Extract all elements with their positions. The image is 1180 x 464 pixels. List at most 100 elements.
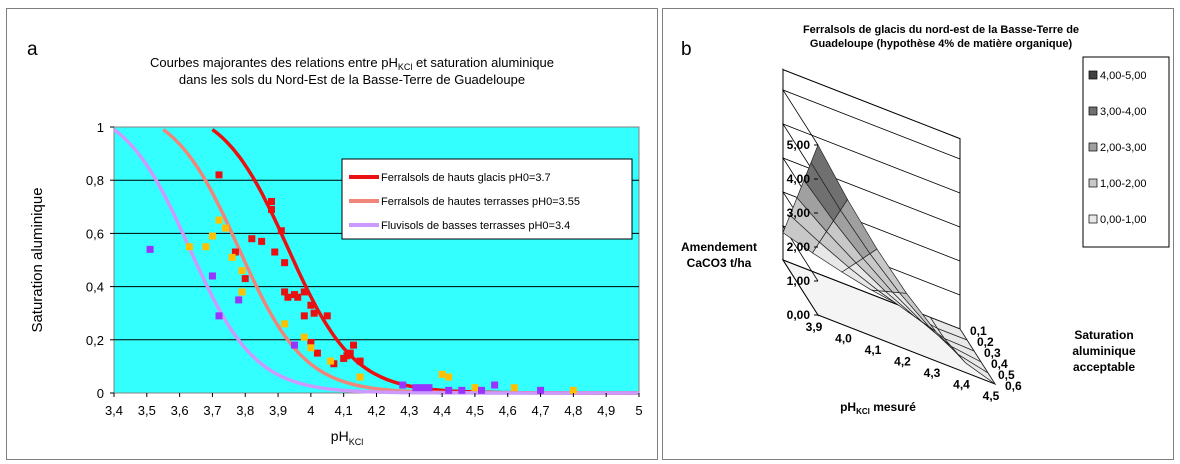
- data-point: [284, 293, 292, 301]
- legend-label: Ferralsols de hautes terrasses pH0=3.55: [381, 196, 580, 208]
- chart-a-title-line2: dans les sols du Nord-Est de la Basse-Te…: [179, 72, 525, 87]
- data-point: [491, 381, 499, 389]
- panel-label-a: a: [27, 39, 38, 60]
- x-tick-label: 4,5: [466, 403, 484, 418]
- x-tick-label: 3,5: [138, 403, 156, 418]
- z-tick-label: 5,00: [787, 138, 811, 152]
- chart-b-title-line1: Ferralsols de glacis du nord-est de la B…: [803, 24, 1079, 36]
- y-tick-label: 0,4: [86, 280, 104, 295]
- legend-label: Fluvisols de basses terrasses pH0=3.4: [381, 220, 570, 232]
- y-tick-label: 0: [97, 386, 104, 401]
- data-point: [300, 288, 308, 296]
- panel-label-b: b: [681, 39, 692, 60]
- data-point: [281, 259, 289, 267]
- data-point: [313, 349, 321, 357]
- z-tick-label: 1,00: [787, 274, 811, 288]
- data-point: [235, 296, 243, 304]
- data-point: [228, 253, 236, 261]
- y-tick-label: 0,8: [86, 173, 104, 188]
- x-tick-label: 3,9: [806, 320, 823, 334]
- chart-a-ylabel: Saturation aluminique: [29, 187, 46, 332]
- x-tick-label: 5: [635, 403, 642, 418]
- data-point: [238, 267, 246, 275]
- data-point: [215, 171, 223, 179]
- data-point: [478, 386, 485, 394]
- data-point: [307, 344, 315, 352]
- data-point: [445, 386, 453, 394]
- x-tick-label: 4,5: [983, 389, 1000, 403]
- z-tick-label: 0,00: [787, 308, 811, 322]
- data-point: [418, 384, 426, 392]
- legend-swatch: [1088, 106, 1098, 116]
- data-point: [290, 341, 298, 349]
- legend-label: 4,00-5,00: [1100, 70, 1146, 82]
- chart-b-ylabel-line3: acceptable: [1073, 360, 1135, 374]
- legend-swatch: [1088, 70, 1098, 80]
- data-point: [258, 237, 266, 245]
- legend-label: 2,00-3,00: [1100, 142, 1146, 154]
- data-point: [208, 272, 216, 280]
- data-point: [307, 338, 315, 346]
- legend-label: 1,00-2,00: [1100, 178, 1146, 190]
- chart-a-xlabel: pHKCl: [331, 428, 363, 447]
- data-point: [185, 243, 193, 251]
- data-point: [215, 312, 223, 320]
- legend-label: Ferralsols de hauts glacis pH0=3.7: [381, 172, 551, 184]
- data-point: [268, 197, 275, 205]
- y-tick-label: 0,3: [984, 346, 1001, 360]
- data-point: [425, 384, 433, 392]
- data-point: [208, 232, 216, 240]
- x-tick-label: 4,1: [335, 403, 353, 418]
- z-gridline: [782, 225, 961, 296]
- data-point: [310, 309, 318, 317]
- x-tick-label: 4,4: [953, 378, 970, 392]
- legend-label: 0,00-1,00: [1100, 214, 1146, 226]
- data-point: [327, 357, 335, 365]
- chart-b-zlabel-line2: CaCO3 t/ha: [687, 256, 752, 270]
- x-tick-label: 3,7: [203, 403, 221, 418]
- x-tick-label: 3,8: [236, 403, 254, 418]
- x-tick-label: 4,3: [924, 366, 941, 380]
- x-tick-label: 4,2: [894, 355, 911, 369]
- data-point: [281, 320, 289, 328]
- data-point: [537, 386, 545, 394]
- data-point: [307, 301, 315, 309]
- surface-patch: [958, 354, 996, 385]
- x-tick-label: 3,6: [171, 403, 189, 418]
- data-point: [268, 205, 275, 213]
- data-point: [399, 381, 407, 389]
- data-point: [146, 245, 154, 253]
- chart-b-svg: Ferralsols de glacis du nord-est de la B…: [681, 24, 1170, 416]
- data-point: [248, 235, 256, 243]
- legend-label: 3,00-4,00: [1100, 106, 1146, 118]
- y-tick-label: 0,5: [998, 368, 1015, 382]
- data-point: [294, 293, 302, 301]
- data-point: [569, 386, 577, 394]
- x-tick-label: 4,0: [835, 332, 852, 346]
- y-tick-label: 0,4: [991, 357, 1008, 371]
- data-point: [356, 357, 364, 365]
- x-tick-label: 3,4: [105, 403, 123, 418]
- data-point: [323, 312, 331, 320]
- y-tick-label: 1: [97, 120, 104, 135]
- z-tick-label: 2,00: [787, 240, 811, 254]
- x-tick-label: 4: [307, 403, 314, 418]
- y-tick-label: 0,6: [1005, 379, 1022, 393]
- x-tick-label: 4,4: [433, 403, 451, 418]
- data-point: [412, 384, 420, 392]
- data-point: [277, 227, 285, 235]
- data-point: [300, 333, 308, 341]
- chart-a-title-line1: Courbes majorantes des relations entre p…: [150, 55, 554, 72]
- data-point: [445, 373, 453, 381]
- data-point: [458, 386, 466, 394]
- x-tick-label: 4,9: [597, 403, 615, 418]
- x-tick-label: 4,3: [400, 403, 418, 418]
- chart-b-title-line2: Guadeloupe (hypothèse 4% de matière orga…: [810, 38, 1073, 50]
- legend-swatch: [1088, 142, 1098, 152]
- chart-panel-a: a Courbes majorantes des relations entre…: [6, 8, 658, 460]
- z-tick-label: 3,00: [787, 206, 811, 220]
- x-tick-label: 4,1: [865, 343, 882, 357]
- x-tick-label: 4,6: [499, 403, 517, 418]
- chart-b-xlabel: pHKCl mesuré: [840, 400, 916, 416]
- data-point: [350, 341, 358, 349]
